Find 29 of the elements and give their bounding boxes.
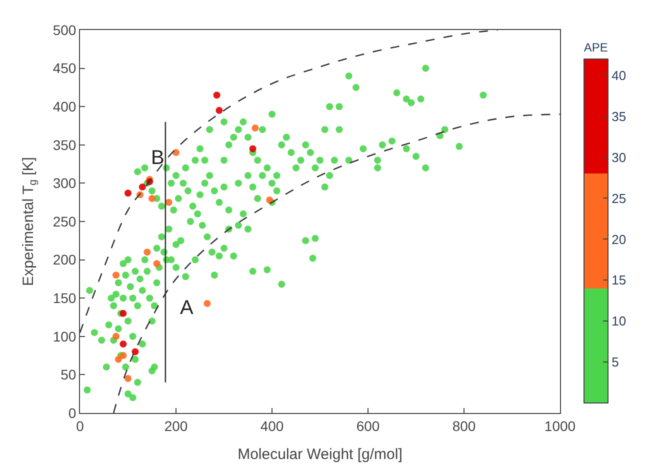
y-tick-label: 100 [52,328,76,344]
y-tick-label: 50 [60,366,76,383]
color-bar-label: 10 [612,314,626,329]
color-bar-label: 30 [612,150,626,165]
y-tick-label: 150 [52,290,76,306]
annotation: B [151,147,164,169]
x-axis-title: Molecular Weight [g/mol] [238,446,402,463]
y-tick-label: 250 [52,213,76,230]
y-tick-label: 200 [52,252,76,268]
y-tick-label: 500 [52,22,76,38]
color-bar-label: 20 [612,232,626,247]
x-tick-label: 600 [356,418,380,434]
x-tick-label: 1000 [544,418,576,434]
y-tick-label: 300 [52,175,76,192]
x-tick-label: 800 [452,418,476,434]
color-bar-label: 5 [612,354,619,370]
color-bar-label: 25 [612,190,626,206]
y-tick-label: 0 [68,404,76,421]
y-tick-label: 450 [52,60,76,76]
color-bar-label: 15 [612,272,626,288]
color-bar-title: APE [584,40,608,54]
color-bar-label: 40 [612,68,626,83]
line-series [112,114,560,413]
color-bar-label: 35 [612,108,626,124]
y-tick-label: 400 [52,98,76,114]
y-tick-label: 350 [52,136,76,153]
annotation: A [180,297,194,319]
x-tick-label: 400 [260,418,284,434]
x-tick-label: 200 [164,418,188,434]
